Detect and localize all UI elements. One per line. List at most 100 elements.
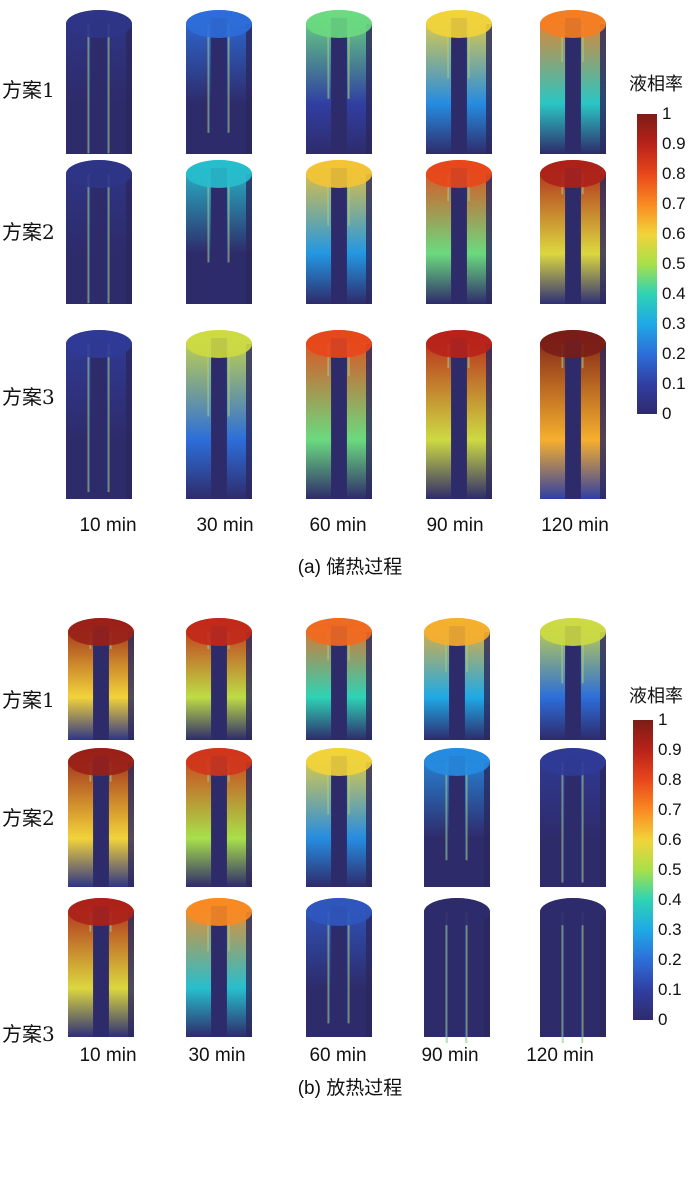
heat-transfer-tube	[211, 626, 227, 740]
colorbar-tick-label: 1	[662, 104, 672, 123]
cylinder-cutaway	[540, 898, 606, 1043]
colorbar-tick-label: 0.9	[658, 740, 682, 759]
colorbar-tick-label: 0.9	[662, 134, 686, 153]
heat-transfer-tube	[331, 756, 347, 887]
cylinder-side-edge	[366, 24, 372, 154]
heat-transfer-tube	[451, 18, 467, 154]
colorbar-title: 液相率	[629, 686, 683, 707]
colorbar-tick-label: 0.1	[658, 980, 682, 999]
cylinder-top-cap	[540, 160, 606, 188]
cylinder-cutaway	[66, 330, 132, 499]
cylinder-side-edge	[486, 344, 492, 499]
heat-transfer-tube	[451, 168, 467, 304]
cylinder-cutaway	[68, 898, 134, 1037]
cylinder-side-edge	[600, 912, 606, 1037]
cylinder-cutaway	[186, 160, 252, 304]
panel-charging: 方案1 方案2 方案3 10 min 30 min 60 min 90 min …	[0, 0, 700, 590]
cylinder-top-cap	[306, 10, 372, 38]
cylinder-top-cap	[186, 618, 252, 646]
cylinder-cutaway	[306, 160, 372, 304]
cylinder-top-cap	[426, 10, 492, 38]
cylinder-top-cap	[540, 10, 606, 38]
cylinder-cutaway	[306, 330, 372, 499]
cylinder-side-edge	[486, 174, 492, 304]
cylinder-top-cap	[306, 330, 372, 358]
cylinder-side-edge	[366, 344, 372, 499]
heat-transfer-tube	[451, 338, 467, 499]
cylinder-side-edge	[600, 344, 606, 499]
cylinder-side-edge	[126, 24, 132, 154]
cylinder-cutaway	[68, 618, 134, 740]
heat-transfer-tube	[211, 18, 227, 154]
colorbar-tick-label: 0.4	[662, 284, 686, 303]
colorbar-tick-label: 0	[658, 1010, 668, 1029]
cylinder-side-edge	[246, 174, 252, 304]
heat-transfer-tube	[565, 756, 581, 887]
time-label: 60 min	[309, 1045, 367, 1066]
colorbar-tick-label: 0.3	[662, 314, 686, 333]
cylinder-cutaway	[68, 748, 134, 887]
cylinder-cutaway	[186, 330, 252, 499]
cylinder-cutaway	[540, 748, 606, 887]
cylinder-side-edge	[128, 912, 134, 1037]
colorbar-tick-label: 0.7	[658, 800, 682, 819]
cylinder-top-cap	[424, 748, 490, 776]
colorbar-tick-label: 0.6	[658, 830, 682, 849]
heat-transfer-tube	[331, 168, 347, 304]
cylinder-top-cap	[186, 10, 252, 38]
cylinder-top-cap	[68, 618, 134, 646]
heat-transfer-tube	[565, 626, 581, 740]
cylinder-side-edge	[600, 24, 606, 154]
cylinder-top-cap	[424, 618, 490, 646]
heat-transfer-tube	[211, 756, 227, 887]
heat-transfer-tube	[91, 338, 107, 499]
cylinder-cutaway	[186, 748, 252, 887]
cylinder-side-edge	[600, 632, 606, 740]
cylinder-cutaway	[66, 10, 132, 154]
panel-caption: (b) 放热过程	[297, 1078, 403, 1099]
cylinder-top-cap	[540, 748, 606, 776]
cylinder-cutaway	[540, 10, 606, 154]
cylinder-side-edge	[128, 632, 134, 740]
heat-transfer-tube	[211, 168, 227, 304]
time-label: 30 min	[188, 1045, 246, 1066]
time-label: 120 min	[526, 1045, 594, 1066]
colorbar-gradient	[633, 720, 653, 1020]
time-label: 10 min	[79, 515, 137, 536]
heat-transfer-tube	[331, 338, 347, 499]
colorbar-tick-label: 0.8	[658, 770, 682, 789]
cylinder-cutaway	[306, 10, 372, 154]
heat-transfer-tube	[565, 168, 581, 304]
heat-transfer-tube	[93, 756, 109, 887]
cylinder-top-cap	[540, 330, 606, 358]
cylinder-side-edge	[486, 24, 492, 154]
cylinder-cutaway	[426, 330, 492, 499]
cylinder-cutaway	[540, 618, 606, 740]
time-label: 120 min	[541, 515, 609, 536]
cylinder-cutaway	[426, 10, 492, 154]
colorbar-tick-label: 1	[658, 710, 668, 729]
colorbar-tick-label: 0.2	[662, 344, 686, 363]
cylinder-top-cap	[66, 330, 132, 358]
cylinder-side-edge	[126, 344, 132, 499]
cylinder-cutaway	[66, 160, 132, 304]
heat-transfer-tube	[565, 338, 581, 499]
time-label: 60 min	[309, 515, 367, 536]
cylinder-top-cap	[186, 748, 252, 776]
cylinder-top-cap	[306, 748, 372, 776]
panel-caption: (a) 储热过程	[297, 557, 403, 578]
cylinder-side-edge	[126, 174, 132, 304]
cylinder-cutaway	[424, 618, 490, 740]
colorbar-tick-label: 0.7	[662, 194, 686, 213]
cylinder-top-cap	[426, 160, 492, 188]
cylinder-side-edge	[366, 174, 372, 304]
colorbar-tick-label: 0.5	[658, 860, 682, 879]
cylinder-side-edge	[484, 632, 490, 740]
cylinder-cutaway	[306, 618, 372, 740]
cylinder-cutaway	[306, 748, 372, 887]
heat-transfer-tube	[565, 906, 581, 1037]
cylinder-top-cap	[66, 10, 132, 38]
time-label: 90 min	[421, 1045, 479, 1066]
heat-transfer-tube	[91, 168, 107, 304]
cylinder-side-edge	[600, 174, 606, 304]
